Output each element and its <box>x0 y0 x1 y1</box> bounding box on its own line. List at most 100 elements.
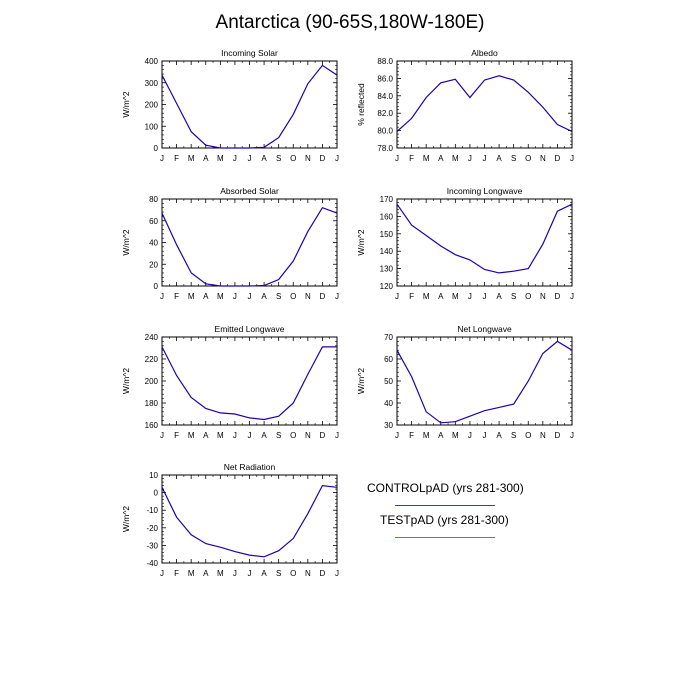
x-tick-label: J <box>395 292 399 301</box>
y-tick-label: 78.0 <box>377 144 393 153</box>
legend-line-control <box>395 505 495 506</box>
x-tick-label: F <box>174 431 179 440</box>
y-tick-label: 86.0 <box>377 74 393 83</box>
y-axis-label: W/m^2 <box>121 229 131 255</box>
x-tick-label: J <box>395 431 399 440</box>
x-tick-label: S <box>511 292 516 301</box>
x-tick-label: S <box>276 431 281 440</box>
y-tick-label: 80.0 <box>377 127 393 136</box>
x-tick-label: J <box>570 431 574 440</box>
panel-title: Net Longwave <box>457 324 512 334</box>
series-line-0 <box>161 64 338 149</box>
x-tick-label: F <box>174 154 179 163</box>
panel-title: Emitted Longwave <box>215 324 285 334</box>
x-tick-label: A <box>261 569 267 578</box>
plot-frame <box>396 336 573 426</box>
y-axis-label: % reflected <box>356 83 366 126</box>
x-tick-label: M <box>188 292 195 301</box>
x-tick-label: J <box>160 431 164 440</box>
x-tick-label: M <box>217 569 224 578</box>
y-tick-label: 300 <box>145 79 159 88</box>
y-tick-label: 0 <box>154 144 159 153</box>
x-tick-label: D <box>555 292 561 301</box>
y-tick-label: 160 <box>380 212 394 221</box>
y-tick-label: 150 <box>380 230 394 239</box>
x-tick-label: J <box>160 292 164 301</box>
x-tick-label: F <box>409 154 414 163</box>
series-line-0 <box>396 340 573 424</box>
x-tick-label: M <box>188 431 195 440</box>
plot-frame <box>396 198 573 287</box>
y-tick-label: -40 <box>146 559 158 568</box>
y-tick-label: 60 <box>149 217 158 226</box>
x-tick-label: N <box>305 431 311 440</box>
y-tick-label: 80 <box>149 195 158 204</box>
x-tick-label: A <box>496 154 502 163</box>
y-tick-label: 50 <box>384 377 393 386</box>
series-line-0 <box>396 203 573 274</box>
x-tick-label: A <box>438 154 444 163</box>
legend-label-control: CONTROLpAD (yrs 281-300) <box>367 481 524 495</box>
plot-frame <box>161 474 338 564</box>
x-tick-label: O <box>525 292 531 301</box>
x-tick-label: N <box>540 154 546 163</box>
y-tick-label: 40 <box>384 399 393 408</box>
x-tick-label: M <box>217 292 224 301</box>
x-tick-label: S <box>276 154 281 163</box>
x-tick-label: J <box>233 154 237 163</box>
y-tick-label: 180 <box>145 399 159 408</box>
x-tick-label: M <box>452 292 459 301</box>
y-axis-label: W/m^2 <box>356 368 366 394</box>
x-tick-label: F <box>174 569 179 578</box>
x-tick-label: O <box>525 431 531 440</box>
x-tick-label: J <box>335 569 339 578</box>
x-tick-label: F <box>174 292 179 301</box>
panel-title: Absorbed Solar <box>220 186 279 196</box>
x-tick-label: J <box>248 431 252 440</box>
x-tick-label: A <box>203 154 209 163</box>
y-tick-label: 40 <box>149 239 158 248</box>
x-tick-label: J <box>248 569 252 578</box>
x-tick-label: M <box>423 154 430 163</box>
y-tick-label: 70 <box>384 333 393 342</box>
series-line-0 <box>161 346 337 421</box>
y-tick-label: 10 <box>149 471 158 480</box>
x-tick-label: J <box>160 569 164 578</box>
x-tick-label: M <box>423 292 430 301</box>
x-tick-label: D <box>555 431 561 440</box>
y-tick-label: 170 <box>380 195 394 204</box>
x-tick-label: J <box>335 154 339 163</box>
x-tick-label: J <box>248 292 252 301</box>
x-tick-label: N <box>540 292 546 301</box>
x-tick-label: J <box>395 154 399 163</box>
x-tick-label: M <box>217 431 224 440</box>
x-tick-label: O <box>290 569 296 578</box>
y-tick-label: 400 <box>145 57 159 66</box>
x-tick-label: O <box>525 154 531 163</box>
x-tick-label: J <box>570 154 574 163</box>
x-tick-label: A <box>261 292 267 301</box>
x-tick-label: J <box>483 292 487 301</box>
x-tick-label: D <box>320 154 326 163</box>
series-line-0 <box>161 484 338 558</box>
x-tick-label: A <box>438 292 444 301</box>
x-tick-label: A <box>203 431 209 440</box>
x-tick-label: J <box>570 292 574 301</box>
x-tick-label: J <box>248 154 252 163</box>
x-tick-label: A <box>496 431 502 440</box>
x-tick-label: J <box>160 154 164 163</box>
x-tick-label: J <box>468 431 472 440</box>
x-tick-label: D <box>320 292 326 301</box>
series-line-0 <box>396 75 573 133</box>
y-tick-label: 0 <box>154 489 159 498</box>
panel-title: Net Radiation <box>224 462 276 472</box>
x-tick-label: S <box>276 292 281 301</box>
x-tick-label: F <box>409 431 414 440</box>
y-tick-label: -20 <box>146 524 158 533</box>
x-tick-label: A <box>496 292 502 301</box>
x-tick-label: N <box>305 154 311 163</box>
